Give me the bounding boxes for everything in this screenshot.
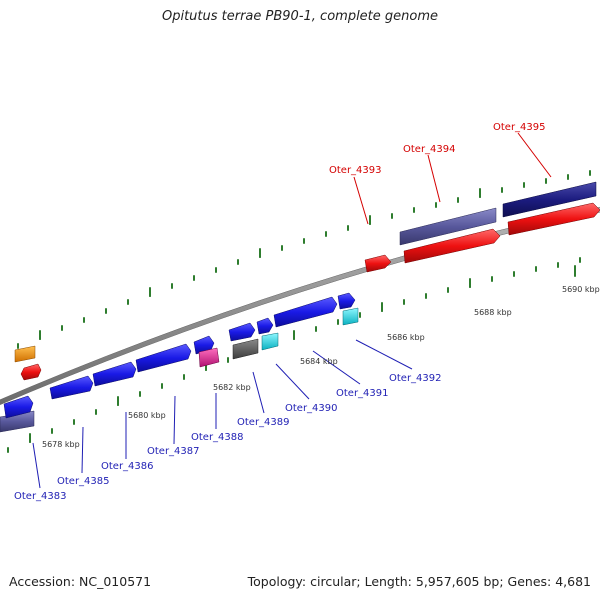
gene-oter-4390-cyan[interactable] [261, 332, 279, 351]
gene-label-oter-4386: Oter_4386 [101, 461, 154, 472]
gene-label-oter-4394: Oter_4394 [403, 144, 456, 155]
gene-oter-4395[interactable] [502, 181, 597, 218]
gene-oter-4392-fwd[interactable] [337, 292, 356, 310]
forward-strand-genes[interactable] [0, 181, 597, 433]
gene-label-oter-4387: Oter_4387 [147, 446, 200, 457]
gene-label-oter-4385: Oter_4385 [57, 476, 110, 487]
gene-label-oter-4390: Oter_4390 [285, 403, 338, 414]
gene-label-oter-4393: Oter_4393 [329, 165, 382, 176]
gene-oter-4394-red[interactable] [403, 228, 501, 264]
genome-summary-text: Topology: circular; Length: 5,957,605 bp… [247, 574, 591, 589]
gene-oter-4392-cyan[interactable] [342, 307, 359, 326]
kbp-label-5680: 5680 kbp [128, 411, 166, 420]
gene-oter-4386[interactable] [92, 361, 137, 387]
gene-red-left[interactable] [20, 363, 42, 381]
kbp-label-5688: 5688 kbp [474, 308, 512, 317]
kbp-label-5678: 5678 kbp [42, 440, 80, 449]
accession-text: Accession: NC_010571 [9, 574, 152, 589]
gene-label-oter-4388: Oter_4388 [191, 432, 244, 443]
gene-label-oter-4383: Oter_4383 [14, 491, 67, 502]
gene-oter-4391-fwd[interactable] [256, 317, 274, 335]
gene-oter-4393[interactable] [364, 254, 392, 273]
gene-oter-4390-fwd[interactable] [228, 322, 256, 342]
map-title: Opitutus terrae PB90-1, complete genome [161, 9, 439, 24]
gene-oter-4390-gray[interactable] [232, 338, 259, 360]
label-leader-lines [32, 132, 552, 489]
kbp-scale-labels: 5678 kbp 5680 kbp 5682 kbp 5684 kbp 5686… [42, 285, 600, 449]
gene-oter-4389-magenta[interactable] [198, 347, 220, 368]
position-ticks-inner-row [7, 257, 581, 453]
kbp-label-5682: 5682 kbp [213, 383, 251, 392]
gene-oter-4387[interactable] [135, 343, 192, 373]
gene-oter-4385[interactable] [49, 375, 94, 400]
gene-label-oter-4391: Oter_4391 [336, 388, 389, 399]
genome-backbone [0, 206, 600, 405]
gene-label-oter-4389: Oter_4389 [237, 417, 290, 428]
gene-oter-4388[interactable] [193, 335, 215, 355]
gene-labels: Oter_4383 Oter_4385 Oter_4386 Oter_4387 … [14, 122, 546, 502]
gene-label-oter-4395: Oter_4395 [493, 122, 546, 133]
gene-orange-left[interactable] [14, 345, 36, 363]
reverse-strand-genes[interactable] [14, 202, 600, 381]
position-ticks-outer-row [17, 170, 591, 349]
gene-oter-4394[interactable] [399, 207, 497, 246]
gene-oter-4395-red[interactable] [507, 202, 600, 236]
kbp-label-5684: 5684 kbp [300, 357, 338, 366]
gene-blue-left-1[interactable] [3, 395, 34, 419]
kbp-label-5686: 5686 kbp [387, 333, 425, 342]
kbp-label-5690: 5690 kbp [562, 285, 600, 294]
gene-label-oter-4392: Oter_4392 [389, 373, 442, 384]
gene-oter-4391[interactable] [273, 296, 338, 328]
